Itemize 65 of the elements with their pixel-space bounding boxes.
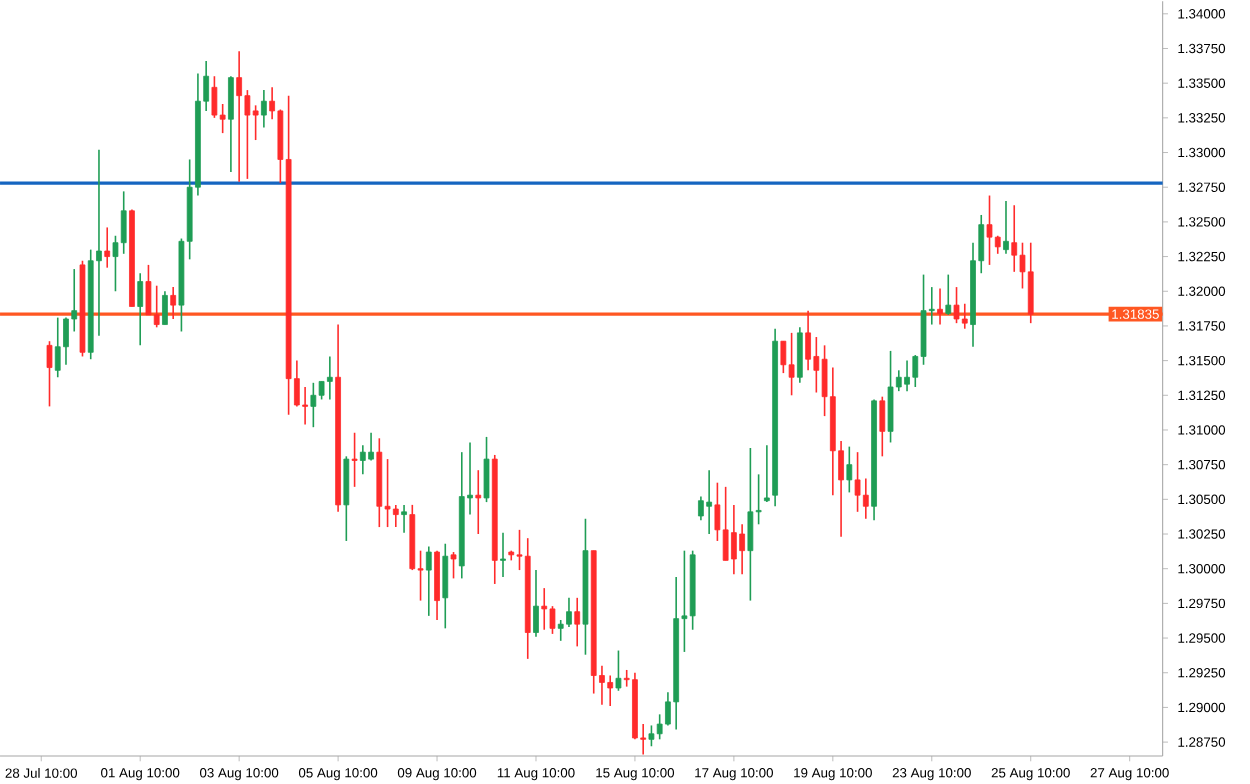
candlestick (739, 523, 745, 576)
candlestick (401, 504, 407, 534)
candlestick (937, 287, 943, 326)
candlestick (343, 455, 350, 542)
candlestick (228, 75, 234, 173)
candlestick (887, 350, 894, 444)
candlestick (731, 504, 737, 576)
candlestick (607, 674, 614, 707)
candlestick (120, 190, 127, 255)
candlestick (879, 395, 886, 458)
candlestick (318, 380, 325, 401)
candlestick (368, 431, 374, 462)
candlestick (961, 302, 968, 330)
candlestick (904, 359, 910, 392)
candlestick (359, 444, 366, 476)
candlestick (1027, 241, 1034, 324)
candlestick (557, 619, 564, 642)
candlestick (1011, 204, 1018, 273)
candlestick (1003, 200, 1009, 255)
candlestick (722, 486, 729, 562)
candlestick (302, 386, 308, 426)
candlestick (566, 597, 572, 628)
candlestick (46, 340, 53, 408)
candlestick (162, 290, 168, 326)
candlestick (706, 469, 713, 535)
candlestick (813, 336, 820, 394)
candlestick (54, 316, 61, 379)
candlestick (953, 286, 960, 324)
candlestick (862, 477, 869, 520)
candlestick (788, 332, 795, 397)
candlestick (153, 284, 160, 329)
candlestick (425, 545, 432, 617)
candlestick (261, 89, 267, 129)
candlestick (846, 445, 853, 494)
candlestick (986, 194, 993, 266)
candlestick (549, 605, 556, 635)
candlestick (780, 340, 787, 374)
candlestick (615, 649, 622, 692)
candlestick (854, 451, 861, 513)
candlestick (533, 569, 539, 638)
candlestick (326, 355, 333, 401)
candlestick (384, 458, 391, 528)
candlestick (574, 597, 581, 648)
candlestick (351, 431, 358, 488)
candlestick (442, 542, 449, 630)
candlestick (483, 436, 490, 503)
candlestick (104, 226, 111, 269)
candlestick (137, 272, 144, 347)
candlestick (763, 444, 770, 503)
candlestick (310, 382, 317, 428)
candlestick (450, 551, 457, 580)
candlestick (392, 504, 399, 528)
candlestick (211, 75, 218, 119)
candlestick (170, 286, 177, 320)
candlestick (475, 469, 482, 535)
candlestick (805, 309, 811, 372)
candlestick (698, 495, 704, 521)
candlestick (63, 316, 69, 366)
candlestick (648, 724, 655, 748)
candlestick (541, 587, 548, 631)
candlestick (500, 531, 506, 578)
candlestick (796, 326, 803, 384)
candlestick (945, 273, 952, 316)
candlestick (747, 447, 754, 602)
candlestick (236, 50, 243, 183)
